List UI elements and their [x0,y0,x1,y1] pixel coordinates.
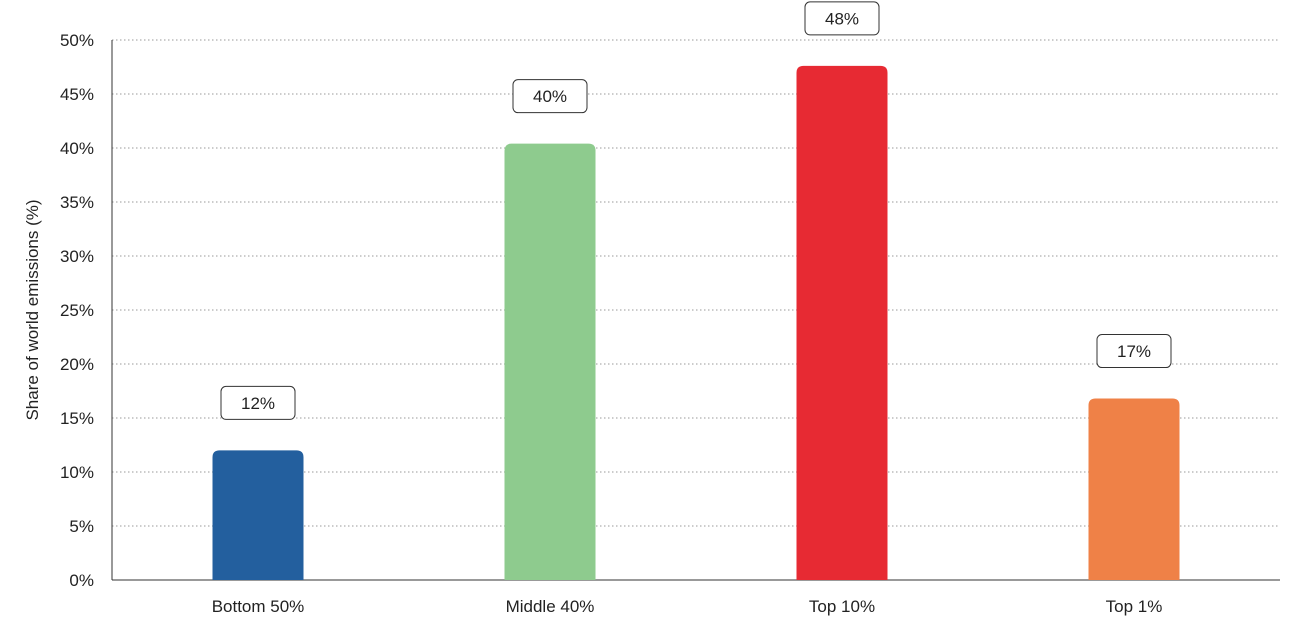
axes [111,40,1280,581]
x-tick-label: Bottom 50% [212,597,305,616]
grid-lines [112,39,1280,527]
y-axis-title: Share of world emissions (%) [23,199,42,420]
y-tick-label: 30% [60,247,94,266]
data-labels: 12% 40% 48% 17% [220,1,1172,420]
x-tick-label: Top 1% [1106,597,1163,616]
y-tick-label: 10% [60,463,94,482]
data-label: 12% [241,394,275,413]
data-label-box [220,385,296,420]
y-tick-label: 40% [60,139,94,158]
y-tick-label: 5% [69,517,94,536]
data-label-box [512,79,588,114]
y-tick-label: 25% [60,301,94,320]
bar-top-1 [1088,398,1180,580]
y-tick-label: 20% [60,355,94,374]
y-tick-label: 0% [69,571,94,590]
x-tick-label: Top 10% [809,597,875,616]
y-tick-label: 15% [60,409,94,428]
bar-middle-40 [504,143,596,580]
x-tick-label: Middle 40% [506,597,595,616]
y-tick-labels: 0% 5% 10% 15% 20% 25% 30% 35% 40% 45% 50% [60,31,94,590]
data-label: 17% [1117,342,1151,361]
y-tick-label: 45% [60,85,94,104]
data-label-box [804,1,880,36]
bars [212,65,1180,581]
y-tick-label: 50% [60,31,94,50]
data-label-box [1096,334,1172,369]
x-tick-labels: Bottom 50% Middle 40% Top 10% Top 1% [212,597,1163,616]
data-label: 40% [533,87,567,106]
bar-top-10 [796,65,888,581]
data-label: 48% [825,9,859,28]
y-tick-label: 35% [60,193,94,212]
bar-bottom-50 [212,450,304,580]
